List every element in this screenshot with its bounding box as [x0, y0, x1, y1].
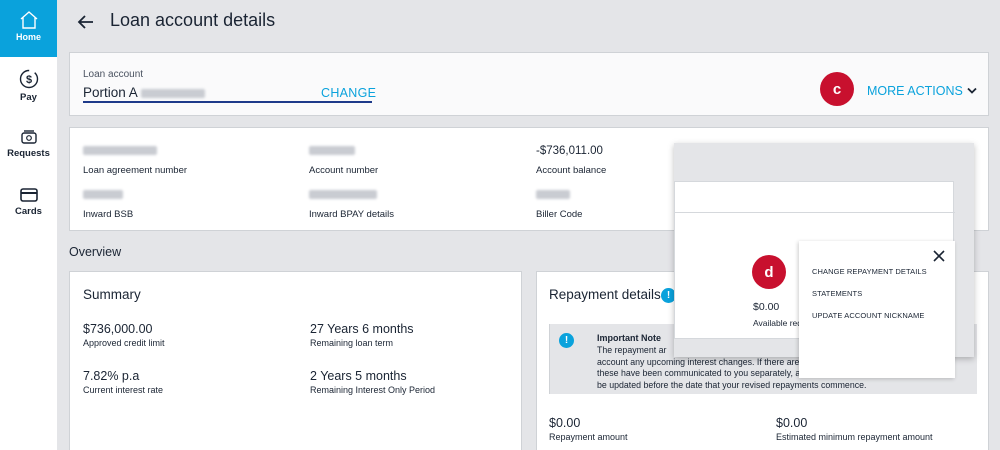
- menu-item-update-nickname[interactable]: UPDATE ACCOUNT NICKNAME: [812, 311, 925, 320]
- redacted-value: [536, 190, 570, 200]
- note-line: account any upcoming interest changes. I…: [597, 356, 944, 367]
- stat-loan-term: 27 Years 6 months Remaining loan term: [310, 322, 414, 348]
- nav-home[interactable]: Home: [0, 0, 57, 57]
- credit-label: Approved credit limit: [83, 338, 165, 348]
- bsb-label: Inward BSB: [83, 209, 134, 220]
- note-title: Important Note: [597, 333, 661, 343]
- loan-account-name: Portion A: [83, 85, 138, 100]
- stat-interest-only: 2 Years 5 months Remaining Interest Only…: [310, 369, 435, 395]
- redacted-value: [309, 146, 355, 156]
- available-value: $0.00: [753, 301, 780, 313]
- available-label: Available red: [753, 318, 802, 328]
- nav-pay-label: Pay: [20, 92, 37, 103]
- nav-requests[interactable]: Requests: [0, 129, 57, 159]
- note-info-icon: !: [559, 333, 574, 348]
- close-icon[interactable]: [933, 250, 945, 262]
- menu-item-statements[interactable]: STATEMENTS: [812, 289, 863, 298]
- rate-value: 7.82% p.a: [83, 369, 140, 383]
- detail-agreement: Loan agreement number: [83, 145, 187, 176]
- summary-card: Summary $736,000.00 Approved credit limi…: [69, 271, 522, 450]
- nav-cards-label: Cards: [15, 206, 42, 217]
- amount-label: Repayment amount: [549, 432, 628, 442]
- nav-cards[interactable]: Cards: [0, 187, 57, 217]
- redacted-value: [83, 190, 123, 200]
- biller-label: Biller Code: [536, 209, 583, 220]
- loan-account-value[interactable]: Portion A: [83, 85, 205, 100]
- more-actions-label: MORE ACTIONS: [867, 84, 963, 98]
- redacted-number: [140, 88, 205, 98]
- nav-requests-label: Requests: [7, 148, 50, 159]
- info-icon[interactable]: !: [661, 288, 676, 303]
- nav-home-label: Home: [15, 32, 41, 42]
- note-line: The repayment ar: [597, 345, 667, 355]
- io-label: Remaining Interest Only Period: [310, 385, 436, 395]
- redacted-value: [83, 146, 157, 156]
- more-actions-overlay: d $0.00 Available red CHANGE REPAYMENT D…: [674, 143, 974, 378]
- note-line: these have been communicated to you sepa…: [597, 368, 946, 378]
- term-label: Remaining loan term: [310, 338, 394, 348]
- loan-account-underline: [83, 101, 372, 103]
- detail-account-number: Account number: [309, 145, 378, 176]
- overlay-divider: [675, 212, 955, 213]
- page-title: Loan account details: [110, 10, 276, 30]
- card-icon: [19, 188, 38, 202]
- min-label: Estimated minimum repayment amount: [776, 432, 933, 442]
- chevron-down-icon: [967, 87, 977, 94]
- annotation-badge-c: c: [820, 72, 854, 106]
- summary-title: Summary: [83, 287, 141, 302]
- svg-text:$: $: [25, 74, 31, 86]
- stat-min-repayment: $0.00 Estimated minimum repayment amount: [776, 416, 933, 442]
- note-line: be updated before the date that your rev…: [597, 379, 867, 390]
- back-arrow-icon[interactable]: [76, 12, 96, 32]
- repayment-title: Repayment details: [549, 287, 661, 302]
- io-value: 2 Years 5 months: [310, 369, 407, 383]
- balance-label: Account balance: [536, 165, 607, 176]
- overview-title: Overview: [69, 245, 122, 259]
- more-actions-menu: CHANGE REPAYMENT DETAILS STATEMENTS UPDA…: [799, 241, 955, 378]
- term-value: 27 Years 6 months: [310, 322, 414, 336]
- pay-icon: $: [19, 69, 38, 89]
- balance-value: -$736,011.00: [536, 145, 603, 157]
- agreement-label: Loan agreement number: [83, 165, 188, 176]
- requests-icon: [20, 130, 37, 144]
- stat-repayment-amount: $0.00 Repayment amount: [549, 416, 628, 442]
- account-number-label: Account number: [309, 165, 379, 176]
- stat-interest-rate: 7.82% p.a Current interest rate: [83, 369, 163, 395]
- sidebar: Home $ Pay Requests Cards: [0, 0, 57, 450]
- home-icon: [20, 11, 37, 29]
- credit-value: $736,000.00: [83, 322, 153, 336]
- stat-credit-limit: $736,000.00 Approved credit limit: [83, 322, 165, 348]
- redacted-value: [309, 190, 377, 200]
- detail-biller: Biller Code: [536, 189, 582, 220]
- annotation-badge-d: d: [752, 255, 786, 289]
- change-link[interactable]: CHANGE: [321, 86, 377, 100]
- detail-balance: -$736,011.00 Account balance: [536, 145, 606, 176]
- rate-label: Current interest rate: [83, 385, 164, 395]
- loan-account-label: Loan account: [83, 69, 144, 80]
- amount-value: $0.00: [549, 416, 581, 430]
- loan-account-card: Loan account Portion A CHANGE c MORE ACT…: [69, 52, 989, 116]
- detail-bsb: Inward BSB: [83, 189, 133, 220]
- min-value: $0.00: [776, 416, 808, 430]
- menu-item-change-repayment[interactable]: CHANGE REPAYMENT DETAILS: [812, 267, 927, 276]
- nav-pay[interactable]: $ Pay: [0, 69, 57, 103]
- bpay-label: Inward BPAY details: [309, 209, 395, 220]
- more-actions-button[interactable]: MORE ACTIONS: [867, 84, 977, 98]
- overlay-inner-card: d $0.00 Available red CHANGE REPAYMENT D…: [674, 181, 955, 378]
- detail-bpay: Inward BPAY details: [309, 189, 394, 220]
- note-text: The repayment ar account any upcoming in…: [597, 345, 977, 391]
